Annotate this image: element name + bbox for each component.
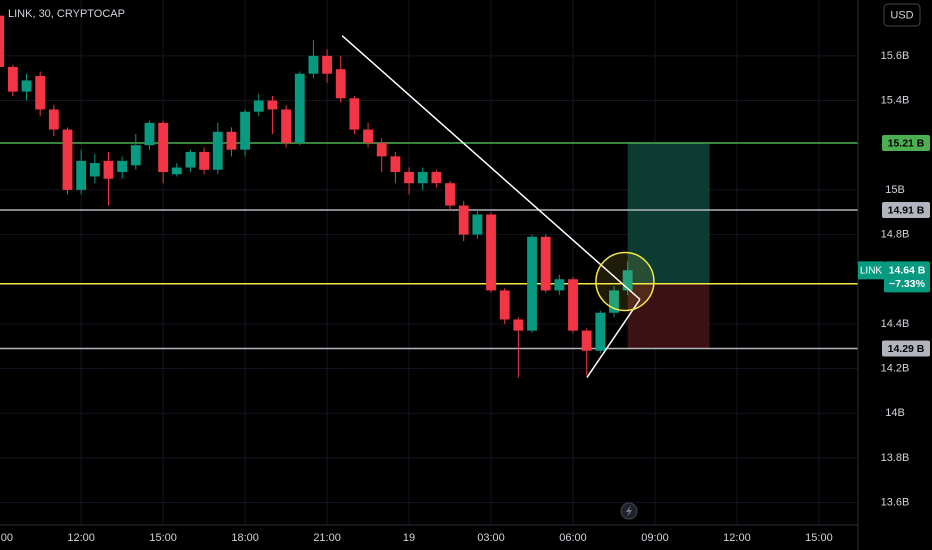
currency-label[interactable]: USD [890,9,913,21]
candle-body [144,122,155,146]
x-tick-label: 06:00 [559,532,587,544]
x-tick-label: 18:00 [231,532,259,544]
candle-body [308,55,319,74]
candle-body [581,330,592,351]
x-tick-label: 21:00 [313,532,341,544]
x-tick-label: 19 [403,532,415,544]
price-chip-label: 15.21 B [888,137,925,149]
candle-body [595,312,606,351]
candle-body [281,109,292,143]
trendline [586,298,641,378]
candle-body [349,98,360,130]
price-chip-label: 14.29 B [888,343,925,355]
price-chip [882,134,930,151]
y-tick-label: 14.8B [881,228,910,240]
price-chip [882,340,930,357]
candle-body [622,270,633,291]
x-tick-label: 03:00 [477,532,505,544]
candle-body [253,100,264,112]
candle-body [7,67,18,92]
candle-body [294,73,305,143]
candle-body [513,319,524,331]
candle-body [458,205,469,235]
plot-area [0,0,858,525]
y-tick-label: 14.4B [881,318,910,330]
y-tick-label: 14B [885,407,905,419]
y-tick-label: 15.4B [881,94,910,106]
last-price-label: 14.64 B [889,265,926,277]
candle-body [212,131,223,170]
candle-body [267,100,278,110]
x-tick-label: 09:00 [641,532,669,544]
y-tick-label: 13.8B [881,452,910,464]
last-price-chip [884,261,930,293]
x-tick-label: 09:00 [0,532,13,544]
symbol-chip-label: LINK [860,265,883,276]
x-tick-label: 12:00 [67,532,95,544]
candle-body [417,172,428,184]
candle-body [76,160,87,190]
y-tick-label: 15.6B [881,50,910,62]
last-price-change: −7.33% [889,278,926,290]
candle-body [609,290,619,313]
candle-body [499,290,510,320]
candle-body [431,172,442,184]
candle-body [117,160,128,173]
y-tick-label: 14.2B [881,363,910,375]
candle-body [89,163,100,177]
y-tick-label: 13.6B [881,497,910,509]
candle-body [486,214,496,291]
candle-body [130,145,141,166]
candle-body [554,279,565,291]
candle-body [568,279,578,331]
candle-body [199,151,210,170]
candle-body [158,122,169,173]
candle-body [540,236,551,291]
x-tick-label: 12:00 [723,532,751,544]
candle-body [103,160,114,179]
symbol-legend: LINK, 30, CRYPTOCAP [8,8,125,20]
candle-body [62,129,73,190]
candle-body [185,151,196,168]
candle-body [226,131,237,150]
candle-body [21,80,32,92]
candle-body [527,236,537,331]
x-tick-label: 15:00 [149,532,177,544]
position-profit-zone [627,142,710,284]
currency-button[interactable] [883,3,921,27]
candle-body [240,111,251,150]
candle-body [404,172,414,184]
candle-body [171,167,182,175]
y-tick-label: 15B [885,184,905,196]
candle-body [335,69,346,99]
candle-body [322,55,332,74]
candle-body [472,214,483,235]
candle-body [0,15,5,68]
position-loss-zone [627,283,710,349]
x-tick-label: 15:00 [805,532,833,544]
symbol-chip [858,261,884,280]
candle-body [376,142,387,157]
candle-body [363,129,373,143]
alert-icon[interactable] [620,502,638,520]
trendline [341,35,641,300]
price-chip-label: 14.91 B [888,204,925,216]
price-chip [882,202,930,218]
highlight-circle [595,251,655,312]
candle-body [35,75,46,110]
candle-body [445,183,455,206]
candle-body [390,156,401,173]
candle-body [48,109,59,130]
